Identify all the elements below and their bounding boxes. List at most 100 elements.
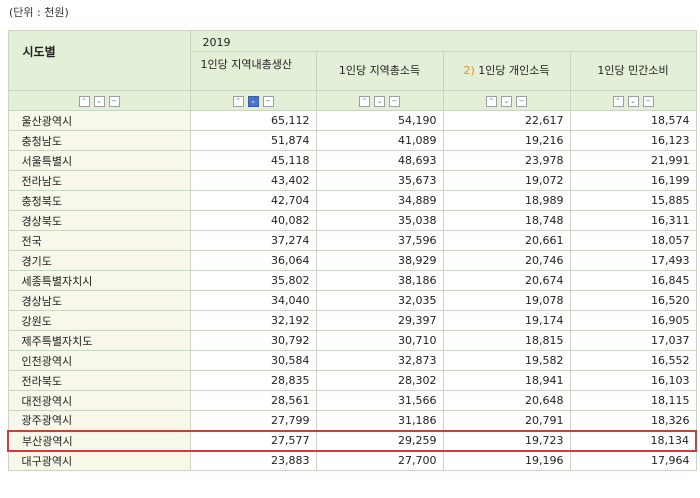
sort-descending-icon[interactable]: ⌄	[501, 95, 512, 107]
column-header-private-consumption: 1인당 민간소비	[569, 51, 697, 91]
value-cell: 17,964	[569, 450, 697, 471]
value-cell: 16,905	[569, 310, 697, 331]
sort-controls-personal-income: ⌃ ⌄ −	[442, 90, 571, 111]
value-cell: 23,978	[442, 150, 571, 171]
region-name-cell: 세종특별자치시	[7, 270, 191, 291]
table-row: 경기도 36,064 38,929 20,746 17,493	[7, 250, 697, 271]
value-cell: 18,326	[569, 410, 697, 431]
table-row: 서울특별시 45,118 48,693 23,978 21,991	[7, 150, 697, 171]
table-row: 인천광역시 30,584 32,873 19,582 16,552	[7, 350, 697, 371]
region-name-cell: 경기도	[7, 250, 191, 271]
value-cell: 41,089	[315, 130, 444, 151]
table-row: 충청북도 42,704 34,889 18,989 15,885	[7, 190, 697, 211]
sort-descending-icon[interactable]: ⌄	[247, 95, 259, 107]
value-cell: 37,274	[189, 230, 317, 251]
value-cell: 32,035	[315, 290, 444, 311]
remove-column-icon[interactable]: −	[389, 95, 400, 107]
region-name-cell: 충청북도	[7, 190, 191, 211]
table-row: 광주광역시 27,799 31,186 20,791 18,326	[7, 410, 697, 431]
sort-ascending-icon[interactable]: ⌃	[78, 95, 90, 107]
sort-ascending-icon[interactable]: ⌃	[232, 95, 244, 107]
footnote-marker: 2)	[463, 64, 475, 77]
value-cell: 18,134	[569, 429, 697, 452]
sort-descending-icon[interactable]: ⌄	[374, 95, 385, 107]
value-cell: 15,885	[569, 190, 697, 211]
value-cell: 16,103	[569, 370, 697, 391]
remove-column-icon[interactable]: −	[262, 95, 274, 107]
value-cell: 40,082	[189, 210, 317, 231]
sort-ascending-icon[interactable]: ⌃	[486, 95, 497, 107]
region-name-cell: 대전광역시	[7, 390, 191, 411]
value-cell: 19,078	[442, 290, 571, 311]
region-name-cell: 전국	[7, 230, 191, 251]
value-cell: 30,792	[189, 330, 317, 351]
value-cell: 54,190	[315, 110, 444, 131]
region-name-cell: 광주광역시	[7, 410, 191, 431]
table-row: 전라북도 28,835 28,302 18,941 16,103	[7, 370, 697, 391]
sort-descending-icon[interactable]: ⌄	[627, 95, 639, 107]
value-cell: 18,115	[569, 390, 697, 411]
region-name-cell: 경상북도	[7, 210, 191, 231]
value-cell: 17,493	[569, 250, 697, 271]
region-name-cell: 전라북도	[7, 370, 191, 391]
value-cell: 31,566	[315, 390, 444, 411]
value-cell: 19,582	[442, 350, 571, 371]
value-cell: 17,037	[569, 330, 697, 351]
value-cell: 37,596	[315, 230, 444, 251]
value-cell: 35,802	[189, 270, 317, 291]
region-name-cell: 충청남도	[7, 130, 191, 151]
value-cell: 28,302	[315, 370, 444, 391]
region-name-cell: 부산광역시	[7, 429, 191, 452]
value-cell: 16,311	[569, 210, 697, 231]
region-column-header: 시도별	[7, 30, 191, 91]
value-cell: 35,038	[315, 210, 444, 231]
value-cell: 18,989	[442, 190, 571, 211]
table-row: 제주특별자치도 30,792 30,710 18,815 17,037	[7, 330, 697, 351]
value-cell: 29,397	[315, 310, 444, 331]
column-header-gross-income: 1인당 지역총소득	[315, 51, 444, 91]
stats-table: 시도별 2019 1인당 지역내총생산 1인당 지역총소득 2) 1인당 개인소…	[7, 30, 697, 471]
value-cell: 32,873	[315, 350, 444, 371]
value-cell: 22,617	[442, 110, 571, 131]
value-cell: 48,693	[315, 150, 444, 171]
value-cell: 45,118	[189, 150, 317, 171]
table-row: 충청남도 51,874 41,089 19,216 16,123	[7, 130, 697, 151]
table-row: 전라남도 43,402 35,673 19,072 16,199	[7, 170, 697, 191]
value-cell: 38,186	[315, 270, 444, 291]
column-header-personal-income: 2) 1인당 개인소득	[442, 51, 571, 91]
value-cell: 20,661	[442, 230, 571, 251]
sort-ascending-icon[interactable]: ⌃	[612, 95, 624, 107]
region-name-cell: 울산광역시	[7, 110, 191, 131]
value-cell: 38,929	[315, 250, 444, 271]
sort-descending-icon[interactable]: ⌄	[93, 95, 105, 107]
value-cell: 18,748	[442, 210, 571, 231]
remove-column-icon[interactable]: −	[642, 95, 654, 107]
sort-ascending-icon[interactable]: ⌃	[359, 95, 370, 107]
value-cell: 43,402	[189, 170, 317, 191]
table-row-highlighted: 부산광역시 27,577 29,259 19,723 18,134	[7, 429, 697, 452]
region-name-cell: 경상남도	[7, 290, 191, 311]
value-cell: 20,648	[442, 390, 571, 411]
value-cell: 27,799	[189, 410, 317, 431]
value-cell: 30,584	[189, 350, 317, 371]
table-row: 세종특별자치시 35,802 38,186 20,674 16,845	[7, 270, 697, 291]
value-cell: 19,072	[442, 170, 571, 191]
sort-controls-gross-income: ⌃ ⌄ −	[315, 90, 444, 111]
table-row: 경상북도 40,082 35,038 18,748 16,311	[7, 210, 697, 231]
value-cell: 42,704	[189, 190, 317, 211]
table-row: 대구광역시 23,883 27,700 19,196 17,964	[7, 450, 697, 471]
table-row: 대전광역시 28,561 31,566 20,648 18,115	[7, 390, 697, 411]
value-cell: 18,815	[442, 330, 571, 351]
value-cell: 34,040	[189, 290, 317, 311]
value-cell: 19,216	[442, 130, 571, 151]
remove-column-icon[interactable]: −	[516, 95, 527, 107]
column-header-grdp: 1인당 지역내총생산	[189, 51, 317, 91]
value-cell: 51,874	[189, 130, 317, 151]
value-cell: 27,577	[189, 429, 317, 452]
table-row: 전국 37,274 37,596 20,661 18,057	[7, 230, 697, 251]
remove-column-icon[interactable]: −	[108, 95, 120, 107]
value-cell: 21,991	[569, 150, 697, 171]
value-cell: 36,064	[189, 250, 317, 271]
region-name-cell: 인천광역시	[7, 350, 191, 371]
value-cell: 18,057	[569, 230, 697, 251]
